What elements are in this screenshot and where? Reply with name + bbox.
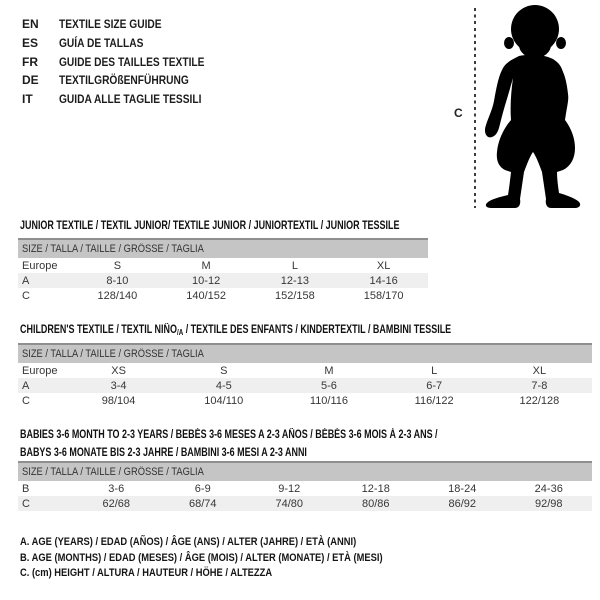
size-cell: 6-7 [381,378,487,393]
row-label: B [22,482,30,495]
junior-size-table: SIZE / TALLA / TAILLE / GRÖSSE / TAGLIA … [18,238,428,303]
size-cell: 80/86 [332,496,419,511]
table-row-europe: Europe S M L XL [18,258,428,273]
size-header-cell: SIZE / TALLA / TAILLE / GRÖSSE / TAGLIA [18,461,592,481]
size-cell: 140/152 [186,289,226,302]
row-label: A [18,273,73,288]
children-section-title: CHILDREN'S TEXTILE / TEXTIL NIÑO/A / TEX… [20,324,452,337]
size-cell: L [431,364,438,377]
size-cell: 12-18 [361,482,390,495]
lang-code: DE [22,73,39,88]
table-row-height: C 62/68 68/74 74/80 80/86 86/92 92/98 [18,496,592,511]
table-row-height: C 128/140 140/152 152/158 158/170 [18,288,428,303]
size-cell: 62/68 [73,496,160,511]
babies-size-table: SIZE / TALLA / TAILLE / GRÖSSE / TAGLIA … [18,461,592,511]
size-cell: 158/170 [363,289,404,302]
size-cell: XS [111,364,126,377]
size-cell: 104/110 [204,394,244,407]
size-cell: 14-16 [339,273,428,288]
row-label: C [22,394,30,407]
size-cell: 12-13 [250,273,340,288]
lang-row-de: DE TEXTILGRÖßENFÜHRUNG [22,71,230,90]
size-cell: 92/98 [505,496,592,511]
size-cell: 4-5 [171,378,277,393]
row-label: A [18,378,66,393]
table-header-row: SIZE / TALLA / TAILLE / GRÖSSE / TAGLIA [18,238,428,258]
size-cell: XL [376,259,391,272]
title-subscript: /A [176,328,184,337]
lang-code: IT [22,92,33,107]
lang-row-en: EN TEXTILE SIZE GUIDE [22,15,230,34]
size-cell: L [291,259,298,272]
size-cell: 5-6 [276,378,382,393]
size-cell: S [220,364,228,377]
size-cell: 10-12 [161,273,251,288]
language-title-block: EN TEXTILE SIZE GUIDE ES GUÍA DE TALLAS … [22,15,230,108]
size-cell: XL [532,364,547,377]
size-cell: 110/116 [309,394,349,407]
lang-title: TEXTILGRÖßENFÜHRUNG [59,73,189,88]
row-label: C [18,496,73,511]
table-header-row: SIZE / TALLA / TAILLE / GRÖSSE / TAGLIA [18,343,592,363]
babies-section-title: BABIES 3-6 MONTH TO 2-3 YEARS / BEBÉS 3-… [20,429,438,459]
table-row-age: A 3-4 4-5 5-6 6-7 7-8 [18,378,592,393]
legend-line-a: A. AGE (YEARS) / EDAD (AÑOS) / ÂGE (ANS)… [20,536,357,548]
children-size-table: SIZE / TALLA / TAILLE / GRÖSSE / TAGLIA … [18,343,592,408]
height-measure-dashed-line [474,8,476,208]
table-row-height: C 98/104 104/110 110/116 116/122 122/128 [18,393,592,408]
size-cell: 6-9 [194,482,211,495]
legend-line-b: B. AGE (MONTHS) / EDAD (MESES) / ÂGE (MO… [20,551,383,564]
lang-code: ES [22,36,39,51]
lang-title: GUIDA ALLE TAGLIE TESSILI [59,92,202,107]
size-cell: 74/80 [246,496,333,511]
table-header-row: SIZE / TALLA / TAILLE / GRÖSSE / TAGLIA [18,461,592,481]
lang-row-fr: FR GUIDE DES TAILLES TEXTILE [22,52,230,71]
size-header-cell: SIZE / TALLA / TAILLE / GRÖSSE / TAGLIA [18,238,428,258]
size-cell: 68/74 [159,496,246,511]
row-label: C [22,289,30,302]
size-header-cell: SIZE / TALLA / TAILLE / GRÖSSE / TAGLIA [18,343,592,363]
row-label: Europe [22,259,58,272]
size-cell: 116/122 [414,394,454,407]
size-cell: 8-10 [73,273,162,288]
lang-code: FR [22,54,38,69]
size-cell: 128/140 [97,289,138,302]
size-cell: 18-24 [448,482,477,495]
size-cell: 7-8 [486,378,592,393]
lang-title: GUÍA DE TALLAS [59,36,144,51]
row-label: Europe [22,364,58,377]
size-cell: 3-6 [108,482,125,495]
legend-line-c: C. (cm) HEIGHT / ALTURA / HAUTEUR / HÖHE… [20,567,273,580]
lang-code: EN [22,17,39,32]
size-cell: 3-4 [66,378,172,393]
lang-row-it: IT GUIDA ALLE TAGLIE TESSILI [22,90,230,109]
legend-block: A. AGE (YEARS) / EDAD (AÑOS) / ÂGE (ANS)… [20,536,447,583]
size-cell: 122/128 [519,394,560,407]
size-cell: 24-36 [534,482,563,495]
height-measure-label: C [454,106,463,120]
lang-title: GUIDE DES TAILLES TEXTILE [59,54,205,69]
table-row-europe: Europe XS S M L XL [18,363,592,378]
lang-title: TEXTILE SIZE GUIDE [59,17,162,32]
size-cell: 9-12 [278,482,301,495]
size-cell: 152/158 [274,289,315,302]
size-cell: 86/92 [419,496,506,511]
size-cell: M [201,259,211,272]
junior-section-title: JUNIOR TEXTILE / TEXTIL JUNIOR/ TEXTILE … [20,220,400,232]
size-cell: M [324,364,334,377]
size-cell: 98/104 [101,394,136,407]
baby-silhouette [484,5,581,209]
size-cell: S [113,259,122,272]
table-row-age: A 8-10 10-12 12-13 14-16 [18,273,428,288]
lang-row-es: ES GUÍA DE TALLAS [22,34,230,53]
table-row-months: B 3-6 6-9 9-12 12-18 18-24 24-36 [18,481,592,496]
